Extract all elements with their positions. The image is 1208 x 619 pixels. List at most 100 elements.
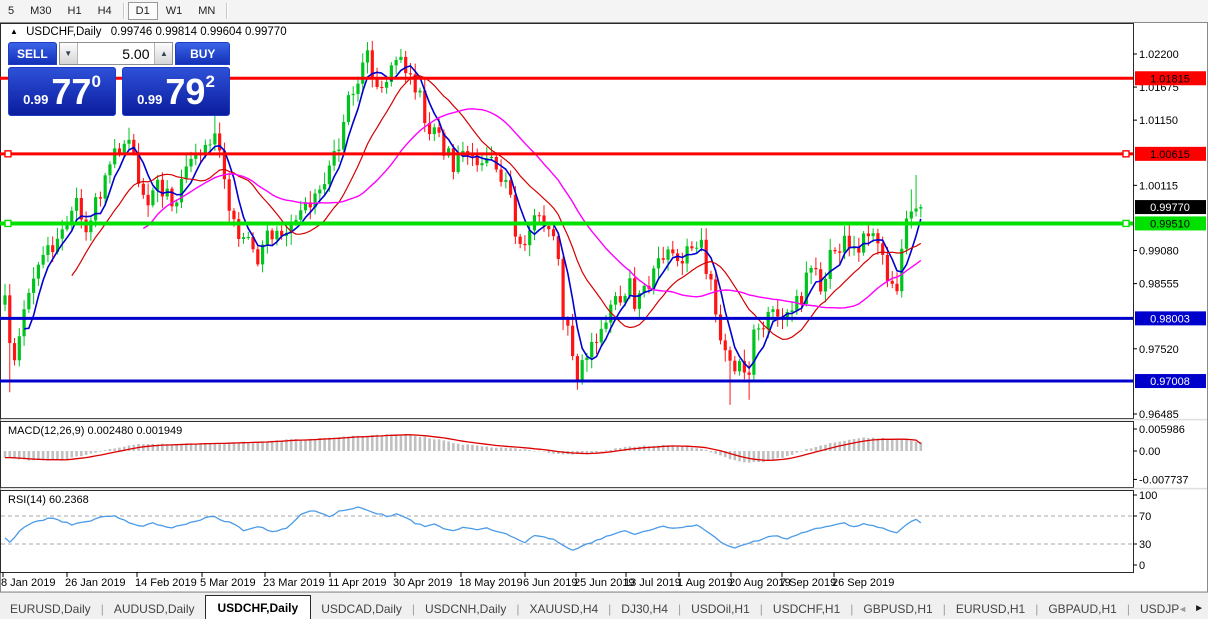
macd-histogram-bar bbox=[805, 449, 808, 451]
macd-histogram-bar bbox=[375, 434, 379, 451]
chart-title-bar: ▲ USDCHF,Daily 0.99746 0.99814 0.99604 0… bbox=[10, 26, 287, 38]
date-axis-label: 13 Jul 2019 bbox=[624, 577, 681, 589]
sell-price-big: 77 bbox=[51, 70, 92, 112]
tabs-scroll-left-icon[interactable]: ◄ bbox=[1178, 603, 1188, 614]
chart-tab-usdchf-h1[interactable]: USDCHF,H1 bbox=[772, 602, 841, 616]
candle-body bbox=[618, 296, 622, 303]
candle-body bbox=[361, 62, 365, 84]
candle-body bbox=[571, 325, 575, 357]
collapse-panel-icon[interactable]: ▲ bbox=[10, 27, 18, 36]
rsi-axis-label: 70 bbox=[1139, 511, 1151, 523]
candle-body bbox=[833, 249, 837, 252]
hline-handle[interactable] bbox=[1122, 219, 1130, 228]
macd-histogram-bar bbox=[180, 443, 183, 451]
chart-tab-usdoil-h1[interactable]: USDOil,H1 bbox=[691, 602, 750, 616]
candle-body bbox=[375, 78, 379, 87]
macd-histogram-bar bbox=[118, 447, 121, 451]
buy-button[interactable]: BUY bbox=[175, 42, 230, 65]
candle-body bbox=[175, 202, 179, 207]
chart-tab-usdcad-daily[interactable]: USDCAD,Daily bbox=[321, 602, 402, 616]
candle-body bbox=[337, 149, 341, 152]
timeframe-button-h1[interactable]: H1 bbox=[67, 5, 82, 17]
macd-histogram-bar bbox=[671, 445, 675, 451]
macd-histogram-bar bbox=[46, 451, 50, 461]
candle-body bbox=[256, 249, 260, 265]
sell-button[interactable]: SELL bbox=[8, 42, 57, 65]
macd-histogram-bar bbox=[824, 444, 827, 451]
candle-body bbox=[561, 259, 565, 319]
chart-tab-xauusd-h4[interactable]: XAUUSD,H4 bbox=[529, 602, 599, 616]
chart-tab-usdchf-daily[interactable]: USDCHF,Daily bbox=[204, 595, 312, 619]
volume-down-icon[interactable]: ▼ bbox=[59, 43, 78, 64]
timeframe-button-5[interactable]: 5 bbox=[8, 5, 15, 17]
candle-body bbox=[613, 296, 618, 305]
candle-body bbox=[27, 292, 31, 310]
candle-body bbox=[900, 248, 904, 292]
chart-tab-audusd-daily[interactable]: AUDUSD,Daily bbox=[113, 602, 195, 616]
timeframe-button-d1[interactable]: D1 bbox=[127, 2, 158, 20]
chart-tab-eurusd-h1[interactable]: EURUSD,H1 bbox=[955, 602, 1026, 616]
tabs-scroll-right-icon[interactable]: ► bbox=[1194, 603, 1204, 614]
macd-histogram-bar bbox=[623, 446, 627, 451]
candle-body bbox=[714, 279, 718, 315]
timeframe-button-w1[interactable]: W1 bbox=[165, 5, 183, 17]
macd-histogram-bar bbox=[94, 451, 97, 453]
macd-histogram-bar bbox=[122, 446, 126, 451]
date-axis-label: 14 Feb 2019 bbox=[135, 577, 197, 589]
macd-histogram-bar bbox=[170, 444, 174, 451]
candle-body bbox=[303, 202, 308, 211]
macd-histogram-bar bbox=[404, 434, 407, 451]
macd-histogram-bar bbox=[781, 451, 784, 458]
chart-tab-gbpusd-h1[interactable]: GBPUSD,H1 bbox=[863, 602, 933, 616]
timeframe-button-mn[interactable]: MN bbox=[198, 5, 216, 17]
candle-body bbox=[308, 202, 312, 208]
candle-body bbox=[547, 225, 551, 230]
macd-histogram-bar bbox=[275, 440, 279, 451]
ma-slow-line bbox=[142, 108, 922, 309]
buy-price-panel[interactable]: 0.99 79 2 bbox=[122, 67, 230, 116]
macd-histogram-bar bbox=[523, 449, 527, 451]
chart-tab-eurusd-daily[interactable]: EURUSD,Daily bbox=[10, 602, 91, 616]
sell-price-panel[interactable]: 0.99 77 0 bbox=[8, 67, 116, 116]
chart-tab-dj30-h4[interactable]: DJ30,H4 bbox=[621, 602, 668, 616]
candle-body bbox=[423, 90, 427, 124]
candle-body bbox=[332, 151, 336, 166]
price-axis-label: 1.02200 bbox=[1139, 49, 1179, 61]
candle-body bbox=[394, 59, 398, 66]
candle-body bbox=[380, 86, 384, 88]
date-axis-label: 11 Apr 2019 bbox=[328, 577, 387, 589]
hline-handle[interactable] bbox=[1122, 150, 1130, 158]
volume-up-icon[interactable]: ▲ bbox=[154, 43, 173, 64]
macd-histogram-bar bbox=[361, 436, 365, 451]
macd-histogram-bar bbox=[661, 444, 665, 451]
macd-histogram-bar bbox=[99, 451, 102, 452]
macd-histogram-bar bbox=[318, 438, 322, 451]
hline-handle[interactable] bbox=[4, 150, 12, 158]
macd-axis-label: 0.00 bbox=[1139, 446, 1160, 458]
candle-body bbox=[32, 278, 36, 293]
date-axis-label: 26 Jan 2019 bbox=[65, 577, 126, 589]
candle-body bbox=[575, 356, 579, 382]
macd-histogram-bar bbox=[552, 451, 555, 454]
candle-body bbox=[742, 361, 746, 373]
chart-tab-usdcnh-daily[interactable]: USDCNH,Daily bbox=[425, 602, 507, 616]
candle-body bbox=[666, 249, 670, 260]
candle-body bbox=[656, 258, 661, 269]
hline-handle[interactable] bbox=[4, 219, 12, 228]
candle-body bbox=[728, 350, 732, 361]
candle-body bbox=[919, 207, 923, 209]
chart-tab-usdjp[interactable]: USDJP bbox=[1139, 602, 1180, 616]
candle-body bbox=[413, 74, 417, 93]
macd-histogram-bar bbox=[461, 444, 465, 451]
macd-histogram-bar bbox=[867, 438, 870, 451]
timeframe-button-m30[interactable]: M30 bbox=[30, 5, 52, 17]
candle-body bbox=[41, 254, 45, 265]
timeframe-button-h4[interactable]: H4 bbox=[97, 5, 112, 17]
chart-tab-gbpaud-h1[interactable]: GBPAUD,H1 bbox=[1048, 602, 1117, 616]
volume-input[interactable]: 5.00 bbox=[122, 45, 150, 62]
macd-histogram-bar bbox=[447, 441, 450, 451]
macd-histogram-bar bbox=[65, 451, 69, 460]
price-badge-0.99770 bbox=[1135, 200, 1206, 215]
candle-body bbox=[628, 278, 632, 296]
